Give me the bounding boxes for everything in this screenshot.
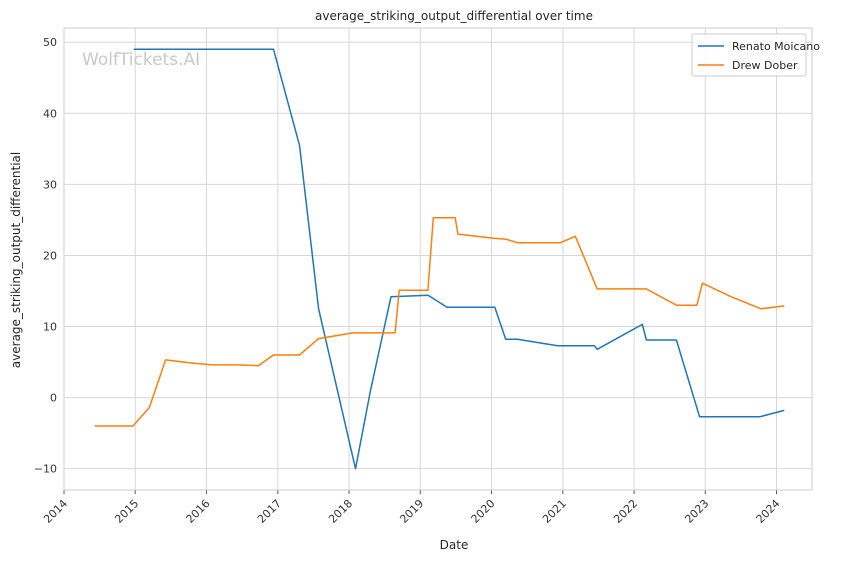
y-tick-label: 40	[43, 107, 57, 120]
y-tick-label: −10	[34, 463, 57, 476]
series-lines	[94, 48, 785, 470]
grid-lines	[63, 28, 812, 494]
x-tick-label: 2022	[611, 497, 640, 526]
y-tick-label: 20	[43, 249, 57, 262]
series-line-1	[133, 48, 785, 470]
x-tick-label: 2021	[540, 497, 569, 526]
plot-area-frame	[63, 27, 813, 491]
legend-label: Renato Moicano	[732, 40, 820, 53]
legend-label: Drew Dober	[732, 59, 798, 72]
watermark-text: WolfTickets.AI	[82, 50, 200, 70]
y-tick-label: 50	[43, 36, 57, 49]
x-tick-label: 2015	[112, 497, 141, 526]
x-tick-label: 2020	[469, 497, 498, 526]
x-tick-label: 2014	[41, 497, 70, 526]
series-line-2	[94, 217, 785, 427]
x-tick-label: 2018	[326, 497, 355, 526]
x-tick-label: 2017	[255, 497, 284, 526]
x-tick-labels: 2014 2015 2016 2017 2018 2019 2020 2021 2022 2023…	[41, 497, 782, 526]
x-tick-label: 2023	[682, 497, 711, 526]
legend: Renato Moicano Drew Dober	[691, 33, 820, 77]
y-tick-label: 10	[43, 321, 57, 334]
chart-title: average_striking_output_differential ove…	[315, 9, 593, 23]
y-tick-label: 0	[50, 392, 57, 405]
x-tick-label: 2016	[184, 497, 213, 526]
x-tick-label: 2024	[754, 497, 783, 526]
y-axis-title: average_striking_output_differential	[9, 152, 23, 368]
y-tick-label: 30	[43, 178, 57, 191]
x-axis-title: Date	[440, 538, 469, 552]
y-tick-labels: −10 0 10 20 30 40 50	[34, 36, 57, 475]
x-tick-label: 2019	[397, 497, 426, 526]
